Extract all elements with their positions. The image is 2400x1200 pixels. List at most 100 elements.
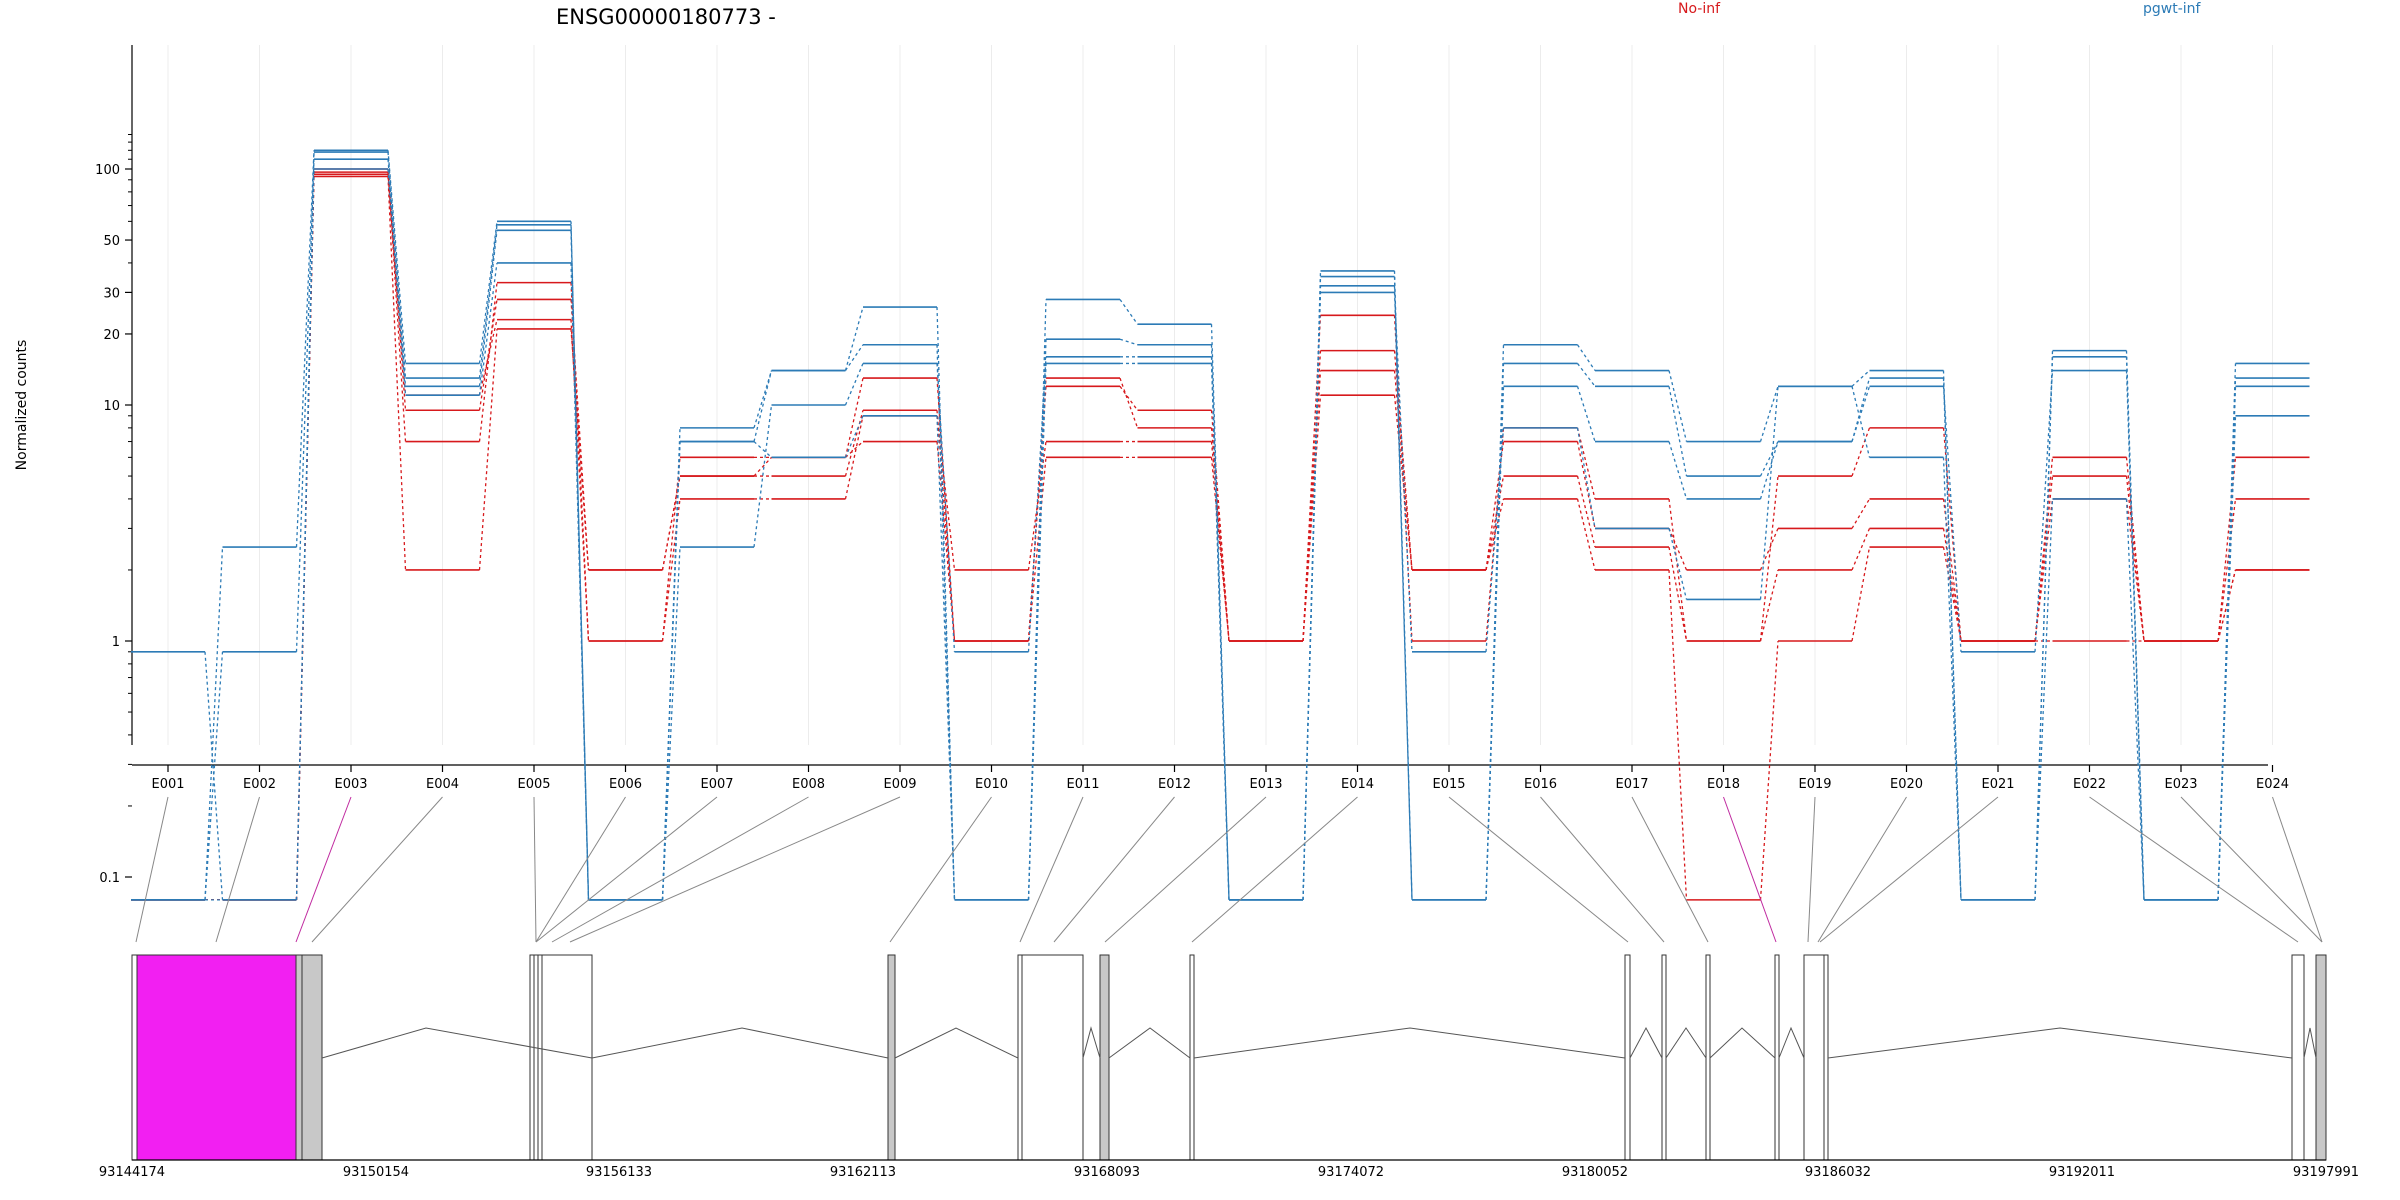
exon-connection: [1302, 370, 1322, 642]
exon-connection: [1851, 386, 1871, 442]
exon-connection: [2217, 569, 2237, 642]
connector-e002: [215, 796, 260, 943]
connector-e016: [1540, 796, 1665, 943]
exon-connection: [1576, 498, 1596, 571]
x-tick-label-e012: E012: [1158, 777, 1191, 792]
exon-connection: [1942, 546, 1962, 642]
exon-connection: [2034, 475, 2054, 642]
exon-connection: [1576, 386, 1596, 442]
exon-connection: [1668, 370, 1688, 442]
intron-4: [1108, 1027, 1191, 1059]
genomic-tick-0: 93144174: [99, 1165, 165, 1180]
exon-connection: [1210, 457, 1230, 642]
legend-pgwt-inf: pgwt-inf: [2143, 1, 2202, 17]
connector-e013: [1104, 796, 1267, 943]
exon-connection: [1759, 386, 1779, 442]
exon-connection: [387, 176, 407, 570]
connector-e014: [1191, 796, 1358, 943]
exon-connection: [1759, 475, 1779, 642]
connector-e006: [535, 796, 626, 943]
gene-model: [131, 954, 2327, 1161]
exon-connection: [478, 262, 498, 396]
exon-connection: [1576, 441, 1596, 529]
x-tick-label-e001: E001: [151, 777, 184, 792]
exon-connection: [204, 547, 224, 900]
exon-connectors: [135, 796, 2323, 943]
exon-connection: [478, 224, 498, 379]
exon-connection: [1302, 395, 1322, 642]
genomic-tick-8: 93192011: [2049, 1165, 2115, 1180]
x-tick-label-e006: E006: [609, 777, 642, 792]
exon-connection: [1393, 395, 1413, 571]
exon-connection: [295, 159, 315, 652]
exon-connection: [1942, 386, 1962, 652]
exon-connection: [753, 456, 772, 477]
exon-box-7: [541, 954, 593, 1161]
exon-connection: [1851, 386, 1871, 458]
x-tick-label-e022: E022: [2073, 777, 2106, 792]
connector-e019: [1807, 796, 1816, 943]
exon-box-20: [2315, 954, 2327, 1161]
series-pgwt-inf-6: [131, 158, 2310, 901]
exon-box-8: [887, 954, 896, 1161]
exon-connection: [1027, 363, 1047, 900]
exon-connection: [478, 319, 498, 396]
exon-connection: [1668, 528, 1688, 600]
exon-box-19: [2291, 954, 2305, 1161]
exon-connection: [1393, 285, 1413, 900]
exon-connection: [387, 172, 407, 411]
exon-connection: [844, 415, 864, 458]
exon-box-4: [529, 954, 535, 1161]
exon-box-17: [1803, 954, 1825, 1161]
exon-connection: [1942, 457, 1962, 900]
x-tick-label-e014: E014: [1341, 777, 1374, 792]
genomic-tick-2: 93156133: [586, 1165, 652, 1180]
exon-connection: [478, 328, 498, 571]
exon-connection: [1027, 356, 1047, 652]
exon-connection: [1851, 370, 1870, 387]
connector-e004: [311, 796, 443, 943]
x-axis: E001 E002 E003 E004 E005 E006 E007 E008 E009 E010…: [132, 764, 2289, 792]
genomic-tick-7: 93186032: [1805, 1165, 1871, 1180]
exon-connection: [478, 230, 498, 387]
connector-e012: [1053, 796, 1175, 943]
exon-connection: [753, 370, 773, 442]
connector-e011: [1019, 796, 1084, 943]
series-pgwt-inf-7: [131, 168, 2310, 901]
intron-7: [1665, 1027, 1707, 1059]
intron-5: [1193, 1027, 1626, 1059]
exon-connection: [2034, 350, 2054, 900]
y-tick-label: 50: [103, 234, 120, 249]
exon-connection: [844, 306, 864, 371]
exon-box-12: [1189, 954, 1195, 1161]
exon-connection: [478, 282, 498, 442]
exon-connection: [1302, 292, 1322, 900]
connector-e009: [569, 796, 901, 943]
exon-box-13: [1624, 954, 1631, 1161]
exon-box-9: [1017, 954, 1023, 1161]
exon-connection: [478, 299, 498, 411]
exon-connection: [295, 168, 315, 900]
exon-connection: [1759, 528, 1779, 571]
genomic-tick-6: 93180052: [1562, 1165, 1628, 1180]
exon-connection: [936, 415, 956, 900]
exon-connection: [844, 415, 864, 500]
exon-connection: [1759, 569, 1779, 642]
exon-connection: [1119, 385, 1139, 411]
exon-connection: [844, 344, 864, 371]
y-axis: 0.1 1 10 20 30 50 100: [95, 45, 133, 886]
x-tick-label-e018: E018: [1707, 777, 1740, 792]
exon-connection: [1759, 441, 1779, 500]
exon-connection: [2125, 370, 2145, 900]
x-tick-label-e002: E002: [243, 777, 276, 792]
x-tick-label-e008: E008: [792, 777, 825, 792]
y-tick-label: 10: [103, 399, 120, 414]
exon-connection: [1027, 457, 1047, 642]
exon-connection: [2217, 415, 2237, 900]
exon-box-0: [131, 954, 138, 1161]
exon-connection: [2217, 498, 2237, 642]
exon-connection: [387, 159, 407, 387]
exon-connection: [2034, 356, 2054, 900]
exon-box-6: [537, 954, 543, 1161]
exon-connection: [1851, 377, 1871, 442]
